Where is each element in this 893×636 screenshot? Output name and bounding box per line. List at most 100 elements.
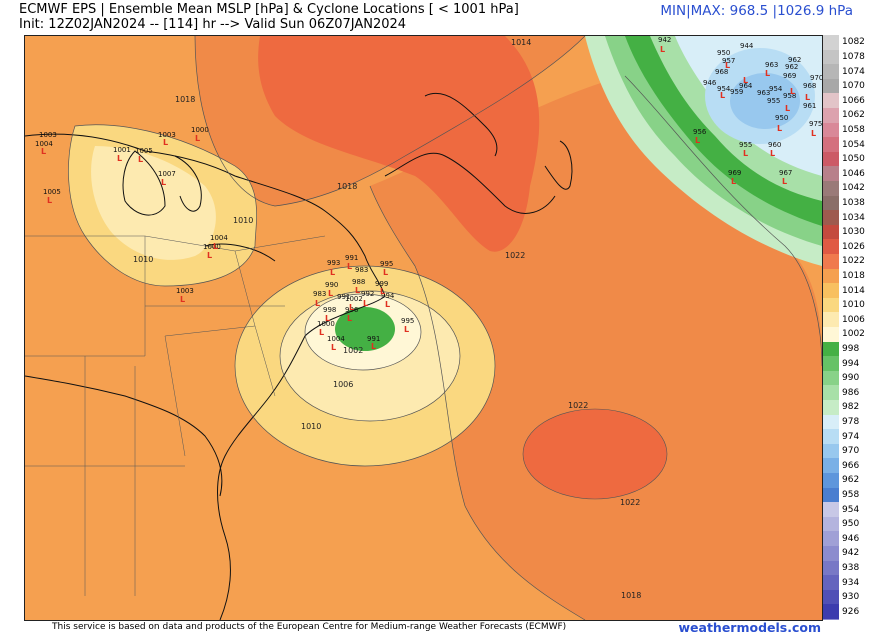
- colorbar-label: 946: [842, 533, 860, 544]
- svg-text:L: L: [213, 242, 218, 251]
- low-value: 962: [785, 63, 798, 71]
- svg-text:L: L: [785, 104, 790, 113]
- colorbar-label: 1078: [842, 51, 865, 62]
- colorbar-label: 966: [842, 460, 860, 471]
- svg-text:L: L: [330, 268, 335, 277]
- colorbar-label: 1042: [842, 183, 865, 194]
- colorbar-swatch: [823, 531, 839, 547]
- colorbar-swatch: [823, 604, 839, 620]
- colorbar-label: 1002: [842, 329, 865, 340]
- colorbar-swatch: [823, 385, 839, 401]
- low-value: 956: [693, 128, 707, 136]
- colorbar-label: 954: [842, 504, 860, 515]
- chart-subtitle: Init: 12Z02JAN2024 -- [114] hr --> Valid…: [19, 17, 407, 32]
- low-value: 954: [769, 85, 783, 93]
- svg-text:L: L: [117, 154, 122, 163]
- brand-text: weathermodels.com: [678, 620, 821, 635]
- svg-text:L: L: [331, 343, 336, 352]
- colorbar-label: 1070: [842, 81, 865, 92]
- colorbar-label: 1038: [842, 197, 865, 208]
- low-value: 991: [345, 254, 358, 262]
- low-value: 960: [768, 141, 781, 149]
- svg-text:L: L: [383, 268, 388, 277]
- svg-text:L: L: [385, 300, 390, 309]
- low-value: 944: [740, 42, 754, 50]
- colorbar-swatch: [823, 268, 839, 285]
- svg-text:L: L: [347, 262, 352, 271]
- low-value: 946: [703, 79, 717, 87]
- colorbar-label: 1010: [842, 300, 865, 311]
- colorbar-label: 1050: [842, 154, 865, 165]
- contour-label: 1018: [621, 591, 641, 600]
- svg-text:L: L: [207, 251, 212, 260]
- low-L-markers: LLL LLL LLL LLL LL L LL L L LL LLL L LLL LL…: [41, 45, 816, 352]
- colorbar-label: 942: [842, 548, 860, 559]
- colorbar-swatch: [823, 356, 839, 372]
- low-value: 950: [717, 49, 730, 57]
- svg-text:L: L: [777, 124, 782, 133]
- colorbar-label: 950: [842, 519, 860, 530]
- svg-text:L: L: [41, 147, 46, 156]
- colorbar-swatch: [823, 341, 839, 358]
- colorbar-label: 1026: [842, 241, 865, 252]
- low-value: 969: [728, 169, 741, 177]
- svg-text:L: L: [380, 287, 385, 296]
- contour-labels: 1014 1018 1018 1010 1010 1022 1022 1022 …: [133, 38, 641, 600]
- svg-text:L: L: [790, 87, 795, 96]
- colorbar-swatch: [823, 458, 839, 474]
- low-value: 975: [809, 120, 822, 128]
- contour-label: 1010: [133, 255, 153, 264]
- low-value: 1001: [113, 146, 131, 154]
- svg-text:L: L: [195, 134, 200, 143]
- svg-text:L: L: [163, 138, 168, 147]
- coastlines: [25, 92, 573, 620]
- low-value: 1004: [35, 140, 53, 148]
- colorbar-swatch: [823, 575, 839, 591]
- svg-text:L: L: [319, 328, 324, 337]
- svg-text:L: L: [743, 149, 748, 158]
- low-value: 942: [658, 36, 671, 44]
- low-value: 1005: [135, 147, 153, 155]
- svg-text:L: L: [805, 93, 810, 102]
- colorbar-label: 1082: [842, 37, 865, 48]
- low-value: 994: [381, 292, 395, 300]
- colorbar-label: 990: [842, 373, 860, 384]
- svg-text:L: L: [811, 129, 816, 138]
- colorbar-swatch: [823, 195, 839, 212]
- colorbar-label: 1030: [842, 227, 865, 238]
- colorbar-label: 974: [842, 431, 860, 442]
- low-value: 992: [361, 290, 374, 298]
- low-value: 1007: [158, 170, 176, 178]
- low-value: 999: [375, 280, 388, 288]
- svg-text:L: L: [180, 295, 185, 304]
- low-value: 1000: [203, 243, 221, 251]
- svg-text:L: L: [47, 196, 52, 205]
- svg-text:L: L: [347, 314, 352, 323]
- low-value: 955: [739, 141, 752, 149]
- colorbar-label: 994: [842, 358, 860, 369]
- colorbar-swatch: [823, 224, 839, 241]
- svg-text:L: L: [363, 299, 368, 308]
- colorbar-swatch: [823, 297, 839, 314]
- colorbar-label: 1074: [842, 66, 865, 77]
- svg-text:L: L: [161, 178, 166, 187]
- svg-text:L: L: [720, 91, 725, 100]
- colorbar-label: 978: [842, 416, 860, 427]
- low-value: 995: [380, 260, 393, 268]
- isobars: [68, 36, 822, 620]
- low-markers: 942 944 950 957 968 946 954 962 963 962 …: [35, 36, 822, 343]
- low-value: 998: [323, 306, 336, 314]
- colorbar-label: 958: [842, 489, 860, 500]
- low-value: 962: [788, 56, 801, 64]
- svg-text:L: L: [328, 289, 333, 298]
- low-value: 970: [810, 74, 822, 82]
- attribution-text: This service is based on data and produc…: [52, 622, 567, 632]
- contour-label: 1010: [233, 216, 253, 225]
- low-value: 1004: [210, 234, 228, 242]
- colorbar-swatch: [823, 166, 839, 182]
- low-value: 988: [352, 278, 365, 286]
- low-value: 969: [783, 72, 796, 80]
- colorbar-swatch: [823, 239, 839, 255]
- svg-text:L: L: [743, 76, 748, 85]
- low-value: 991: [337, 293, 350, 301]
